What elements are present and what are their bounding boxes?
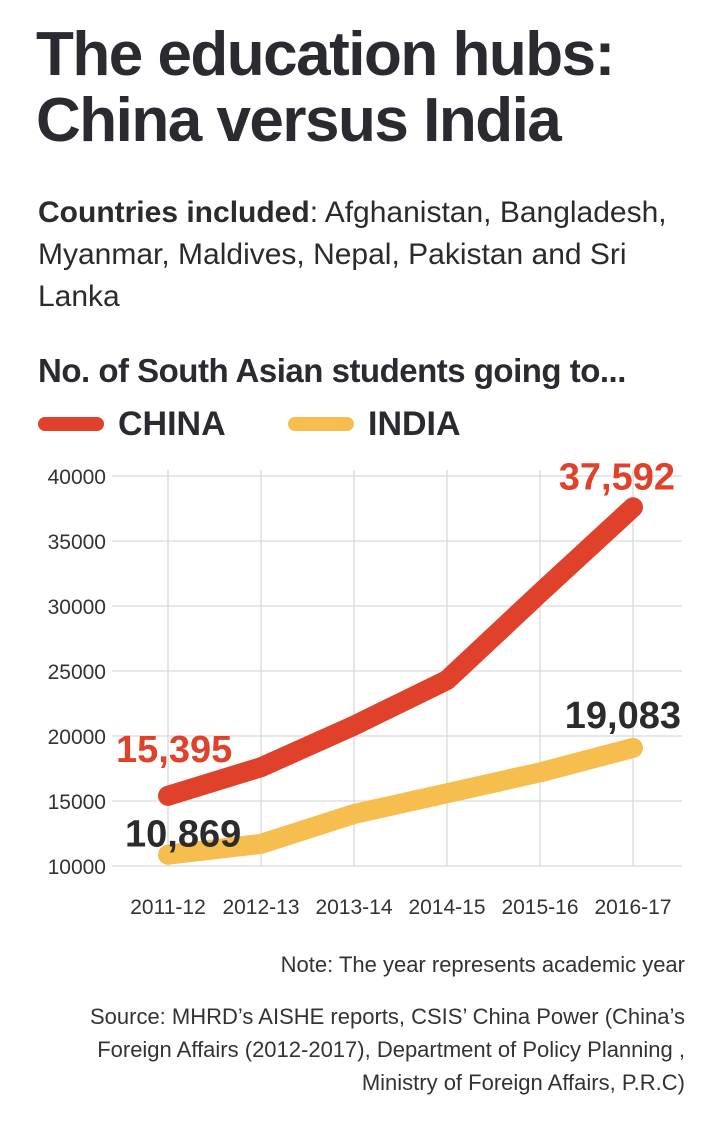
series-line-china [158,497,643,806]
x-tick-label: 2014-15 [408,896,485,919]
data-label-india-last: 19,083 [565,695,681,737]
x-tick-label: 2015-16 [501,896,578,919]
legend-label-china: CHINA [118,404,226,443]
chart-title: The education hubs: China versus India [36,22,706,154]
y-tick-label: 15000 [48,791,106,814]
title-line-1: The education hubs: [36,20,615,89]
data-label-china-last: 37,592 [559,456,675,498]
source-credit: Source: MHRD’s AISHE reports, CSIS’ Chin… [25,1000,685,1099]
title-line-2: China versus India [36,86,562,155]
y-tick-label: 25000 [48,661,106,684]
chart-subtitle: No. of South Asian students going to... [38,352,626,389]
data-label-china-first: 15,395 [116,729,232,771]
y-tick-label: 20000 [48,726,106,749]
source-line-1: Source: MHRD’s AISHE reports, CSIS’ Chin… [89,1004,685,1029]
y-tick-label: 40000 [48,466,106,489]
legend-item-india: INDIA [288,402,461,446]
x-tick-label: 2016-17 [594,896,671,919]
series-line-india [158,737,643,865]
legend-swatch-india [288,417,354,431]
source-line-3: Ministry of Foreign Affairs, P.R.C) [361,1070,685,1095]
y-tick-label: 10000 [48,856,106,879]
source-line-2: Foreign Affairs (2012-2017), Department … [97,1037,685,1062]
countries-list: : Afghanistan, Bangladesh, Myanmar, Mald… [38,196,667,313]
legend-swatch-china [38,417,104,431]
x-tick-label: 2011-12 [130,896,206,919]
x-tick-label: 2012-13 [222,896,299,919]
legend-item-china: CHINA [38,402,226,446]
countries-label: Countries included [38,196,310,229]
line-chart: 10000 15000 20000 25000 30000 35000 40000 2011-… [48,456,682,919]
footnote: Note: The year represents academic year [280,952,685,977]
countries-included: Countries included: Afghanistan, Banglad… [38,192,698,318]
legend: CHINA INDIA [38,402,698,446]
legend-label-india: INDIA [368,404,461,443]
y-tick-label: 35000 [48,531,106,554]
x-tick-label: 2013-14 [315,896,392,919]
data-label-india-first: 10,869 [125,814,241,856]
y-tick-label: 30000 [48,596,106,619]
